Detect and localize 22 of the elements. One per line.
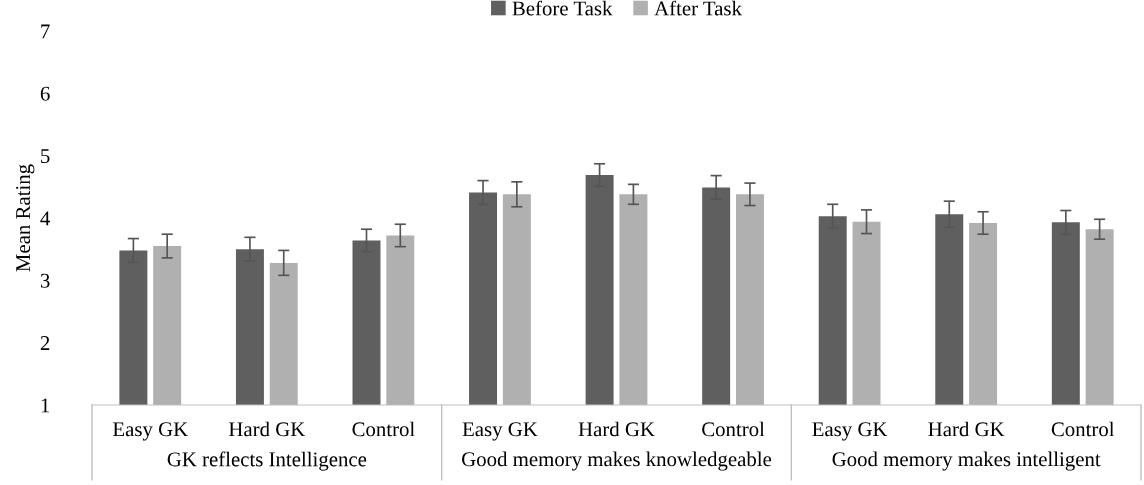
x-tick-label: Control xyxy=(702,421,765,437)
y-tick-label: 7 xyxy=(41,24,50,39)
x-tick-label: Easy GK xyxy=(812,422,888,441)
y-tick-label: 6 xyxy=(40,86,50,101)
text: Good memory makes intelligent xyxy=(832,451,1101,471)
x-tick-label: Control xyxy=(1051,421,1115,437)
x-tick-label: Hard GK xyxy=(578,421,655,437)
x-tick-label: Hard GK xyxy=(228,421,306,437)
y-tick-label: 3 xyxy=(40,273,50,288)
x-tick-label: Hard GK xyxy=(928,421,1005,437)
legend-label: After Task xyxy=(654,0,742,16)
x-tick-label: Control xyxy=(352,421,415,437)
x-tick-label: Easy GK xyxy=(462,422,538,441)
y-axis-title: Mean Rating xyxy=(16,164,35,272)
text: GK reflects Intelligence xyxy=(167,451,367,471)
text: Good memory makes knowledgeable xyxy=(462,451,772,471)
x-tick-label: Easy GK xyxy=(112,422,188,441)
y-tick-label: 4 xyxy=(40,211,51,226)
y-tick-label: 2 xyxy=(40,336,50,350)
y-tick-label: 1 xyxy=(41,398,50,413)
legend-label: Before Task xyxy=(512,0,613,16)
y-tick-label: 5 xyxy=(41,149,50,164)
